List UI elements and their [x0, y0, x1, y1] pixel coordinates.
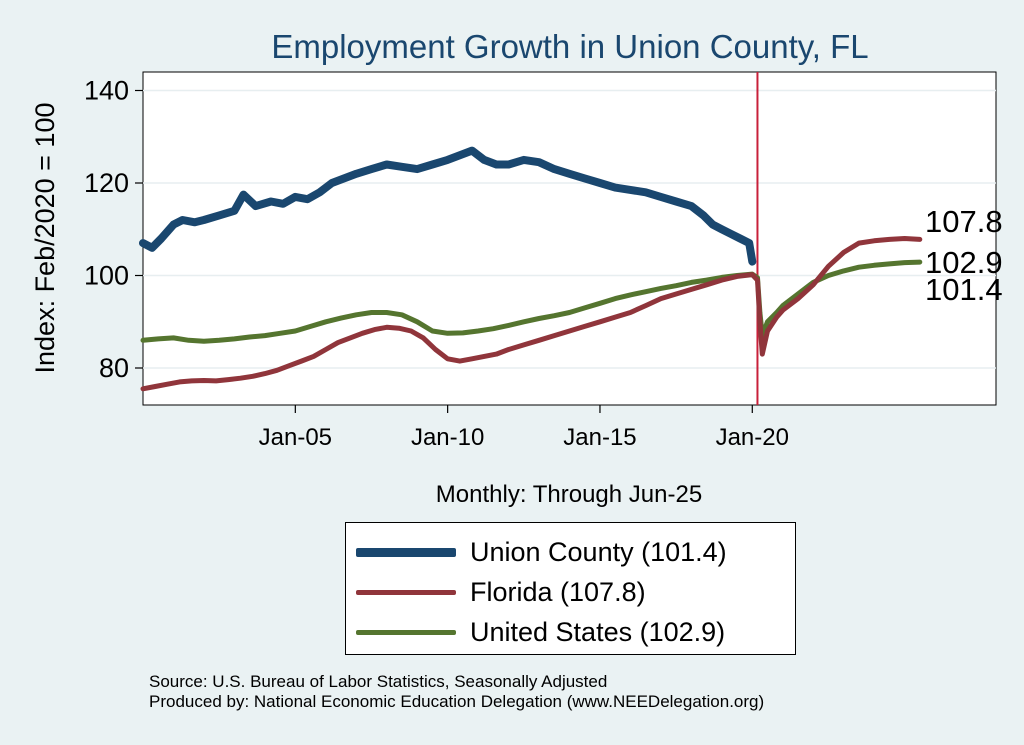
legend-label-united-states: United States (102.9) — [470, 616, 726, 647]
end-label-union-county: 101.4 — [925, 272, 1003, 307]
x-tick-label-Jan-05: Jan-05 — [259, 424, 332, 451]
axes: 80 100 120 140 Jan-05 Jan-10 Jan-15 Jan-20 — [84, 76, 789, 452]
series-lines — [139, 72, 923, 405]
x-tick-label-Jan-20: Jan-20 — [716, 424, 789, 451]
y-tick-label-120: 120 — [84, 168, 129, 198]
legend-item-united-states: United States (102.9) — [356, 615, 725, 649]
legend-swatch-united-states — [356, 629, 456, 635]
chart-title: Employment Growth in Union County, FL — [271, 28, 868, 65]
legend-label-florida: Florida (107.8) — [470, 576, 646, 607]
y-tick-label-100: 100 — [84, 261, 129, 291]
legend-swatch-union-county — [356, 547, 456, 557]
x-axis-label: Monthly: Through Jun-25 — [436, 481, 702, 508]
x-tick-label-Jan-10: Jan-10 — [411, 424, 484, 451]
legend-swatch-florida — [356, 589, 456, 595]
y-tick-label-140: 140 — [84, 76, 129, 106]
legend-label-union-county: Union County (101.4) — [470, 536, 727, 567]
x-tick-label-Jan-15: Jan-15 — [563, 424, 636, 451]
produced-by-line: Produced by: National Economic Education… — [149, 692, 765, 711]
source-line: Source: U.S. Bureau of Labor Statistics,… — [149, 672, 608, 691]
legend: Union County (101.4) Florida (107.8) Uni… — [345, 522, 796, 655]
legend-item-florida: Florida (107.8) — [356, 575, 646, 609]
end-label-united-states: 102.9 — [925, 245, 1003, 280]
legend-item-union-county: Union County (101.4) — [356, 535, 727, 569]
series-line-united-states — [140, 259, 923, 344]
end-label-florida: 107.8 — [925, 204, 1003, 239]
series-line-union-county — [139, 146, 757, 266]
grid-lines — [143, 89, 996, 369]
y-axis-label: Index: Feb/2020 = 100 — [30, 103, 60, 374]
plot-area — [142, 71, 997, 406]
series-line-florida — [140, 236, 923, 392]
source-note: Source: U.S. Bureau of Labor Statistics,… — [149, 672, 764, 712]
y-tick-label-80: 80 — [99, 353, 129, 383]
